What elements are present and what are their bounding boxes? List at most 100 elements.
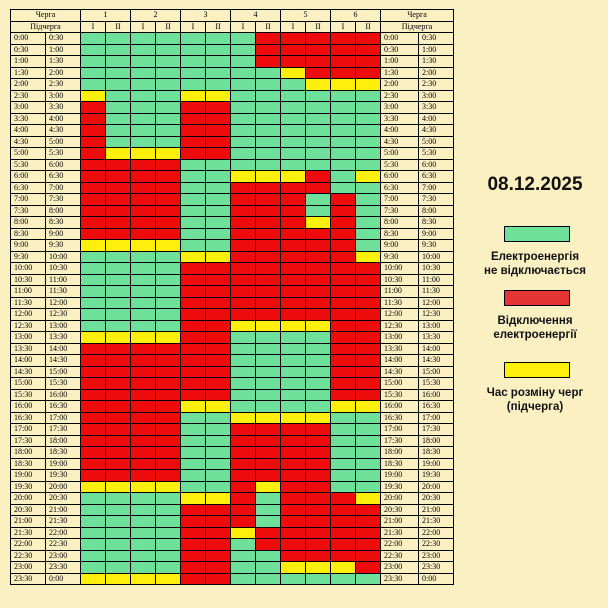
slot-outage	[105, 193, 131, 206]
slot-power-on	[255, 492, 281, 505]
slot-outage	[155, 158, 181, 171]
time-start-right: 7:00	[380, 193, 419, 206]
slot-power-on	[105, 66, 131, 79]
slot-outage	[155, 365, 181, 378]
time-end-left: 22:00	[45, 526, 81, 539]
slot-outage	[130, 434, 156, 447]
time-start-right: 13:30	[380, 342, 419, 355]
slot-transition	[105, 239, 131, 252]
slot-transition	[80, 572, 106, 585]
time-start-left: 16:30	[10, 411, 46, 424]
slot-power-on	[205, 43, 231, 56]
legend-label-outage-line2: електроенергії	[493, 329, 577, 341]
slot-outage	[330, 239, 356, 252]
slot-transition	[230, 170, 256, 183]
time-end-right: 1:30	[418, 55, 454, 68]
slot-power-on	[305, 572, 331, 585]
time-start-right: 20:30	[380, 503, 419, 516]
slot-outage	[255, 285, 281, 298]
slot-outage	[230, 181, 256, 194]
slot-outage	[305, 480, 331, 493]
time-end-left: 14:30	[45, 354, 81, 367]
slot-transition	[155, 147, 181, 160]
slot-outage	[155, 342, 181, 355]
schedule-row: 3:00 3:30 3:00 3:30	[10, 101, 454, 114]
slot-outage	[255, 457, 281, 470]
time-start-right: 9:00	[380, 239, 419, 252]
time-start-right: 17:00	[380, 423, 419, 436]
slot-outage	[255, 526, 281, 539]
time-end-right: 14:00	[418, 342, 454, 355]
slot-outage	[205, 388, 231, 401]
time-end-left: 14:00	[45, 342, 81, 355]
slot-outage	[105, 181, 131, 194]
slot-power-on	[255, 388, 281, 401]
slot-outage	[80, 135, 106, 148]
time-start-left: 20:30	[10, 503, 46, 516]
slot-power-on	[105, 296, 131, 309]
time-end-right: 13:00	[418, 319, 454, 332]
slot-power-on	[355, 239, 381, 252]
slot-transition	[280, 170, 306, 183]
slot-power-on	[255, 354, 281, 367]
schedule-row: 13:30 14:00 13:30 14:00	[10, 342, 454, 355]
queue-number-1: 1	[80, 9, 131, 22]
time-end-right: 14:30	[418, 354, 454, 367]
subqueue-5-1: I	[280, 20, 306, 33]
slot-outage	[305, 434, 331, 447]
time-start-right: 12:30	[380, 319, 419, 332]
slot-power-on	[130, 262, 156, 275]
slot-power-on	[205, 411, 231, 424]
slot-transition	[355, 78, 381, 91]
slot-transition	[230, 526, 256, 539]
slot-power-on	[255, 331, 281, 344]
slot-power-on	[80, 492, 106, 505]
slot-outage	[355, 296, 381, 309]
slot-power-on	[230, 124, 256, 137]
slot-outage	[305, 170, 331, 183]
slot-outage	[80, 400, 106, 413]
slot-outage	[130, 193, 156, 206]
time-end-right: 17:00	[418, 411, 454, 424]
schedule-row: 21:30 22:00 21:30 22:00	[10, 526, 454, 539]
slot-power-on	[155, 112, 181, 125]
slot-outage	[205, 572, 231, 585]
time-start-right: 16:30	[380, 411, 419, 424]
slot-transition	[355, 492, 381, 505]
time-end-right: 7:00	[418, 181, 454, 194]
time-start-right: 5:00	[380, 147, 419, 160]
slot-power-on	[230, 32, 256, 45]
slot-outage	[355, 66, 381, 79]
slot-power-on	[330, 480, 356, 493]
time-start-left: 7:00	[10, 193, 46, 206]
time-end-right: 5:30	[418, 147, 454, 160]
slot-outage	[355, 561, 381, 574]
slot-power-on	[280, 354, 306, 367]
time-end-right: 11:30	[418, 285, 454, 298]
slot-power-on	[280, 158, 306, 171]
slot-power-on	[105, 285, 131, 298]
time-end-left: 10:30	[45, 262, 81, 275]
slot-outage	[155, 377, 181, 390]
slot-outage	[330, 526, 356, 539]
time-start-right: 12:00	[380, 308, 419, 321]
time-start-right: 10:00	[380, 262, 419, 275]
queue-number-4: 4	[230, 9, 281, 22]
slot-outage	[180, 308, 206, 321]
slot-power-on	[205, 239, 231, 252]
time-start-left: 4:30	[10, 135, 46, 148]
slot-outage	[305, 469, 331, 482]
time-end-right: 6:30	[418, 170, 454, 183]
slot-power-on	[230, 572, 256, 585]
slot-power-on	[330, 446, 356, 459]
slot-power-on	[155, 526, 181, 539]
slot-outage	[305, 181, 331, 194]
schedule-row: 12:30 13:00 12:30 13:00	[10, 319, 454, 332]
time-end-right: 12:30	[418, 308, 454, 321]
schedule-row: 10:30 11:00 10:30 11:00	[10, 273, 454, 286]
slot-power-on	[305, 135, 331, 148]
slot-power-on	[130, 526, 156, 539]
slot-outage	[180, 365, 206, 378]
schedule-row: 16:30 17:00 16:30 17:00	[10, 411, 454, 424]
time-start-right: 22:00	[380, 538, 419, 551]
